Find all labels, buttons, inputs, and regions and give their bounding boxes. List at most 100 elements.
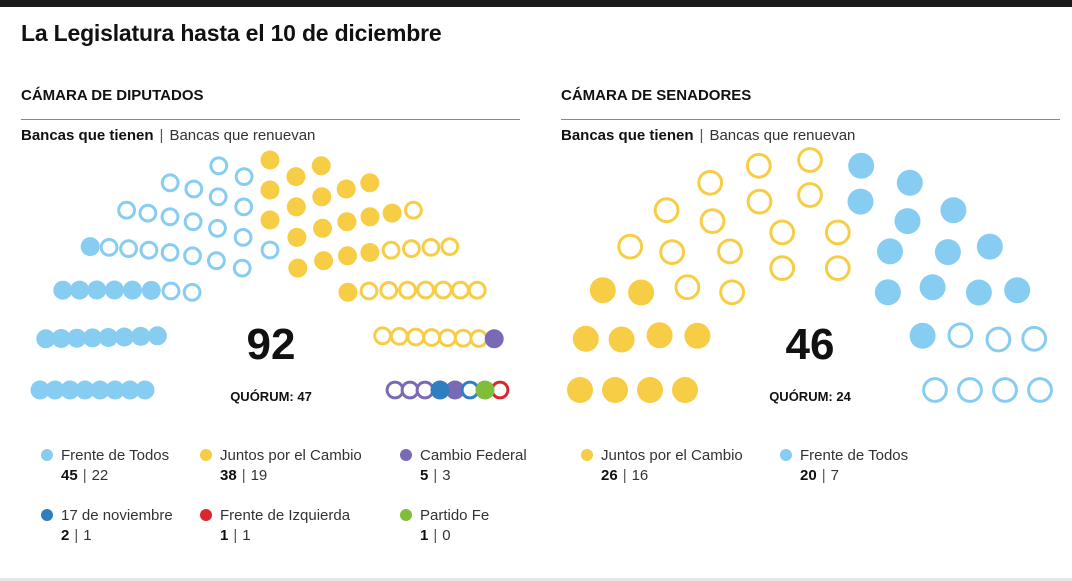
diputados-seat-frente-de-todos: [105, 380, 125, 400]
legend-cambio-federal: Cambio Federal 5 | 3: [400, 447, 527, 484]
diputados-seat-juntos-por-el-cambio: [337, 212, 357, 232]
diputados-seat-frente-de-todos-renew: [233, 228, 253, 247]
legend-sep: |: [74, 527, 79, 544]
diputados-seat-cambio-federal: [445, 380, 465, 400]
diputados-seat-juntos-por-el-cambio: [286, 197, 306, 217]
diputados-seat-juntos-por-el-cambio: [260, 150, 280, 170]
diputados-seat-juntos-por-el-cambio-renew: [359, 281, 379, 301]
diputados-seat-frente-de-todos: [36, 329, 56, 349]
senadores-seat-juntos-por-el-cambio-renew: [659, 239, 685, 266]
legend-label: Frente de Todos: [61, 447, 170, 464]
bottom-border: [0, 578, 1072, 581]
diputados-seat-juntos-por-el-cambio: [312, 187, 332, 207]
legend-seats: 20: [800, 467, 817, 484]
diputados-seat-frente-de-todos: [87, 280, 107, 300]
senadores-seat-juntos-por-el-cambio-renew: [769, 255, 796, 282]
diputados-seat-juntos-por-el-cambio: [382, 203, 402, 223]
legend-seats: 5: [420, 467, 429, 484]
diputados-seat-juntos-por-el-cambio-renew: [402, 239, 421, 259]
diputados-seat-juntos-por-el-cambio: [360, 173, 380, 193]
diputados-seat-cambio-federal: [484, 329, 504, 349]
senadores-seat-juntos-por-el-cambio-renew: [769, 219, 796, 246]
subheader-have: Bancas que tienen: [561, 127, 694, 144]
subheader-renew: Bancas que renuevan: [169, 127, 316, 144]
diputados-seat-frente-de-todos: [104, 280, 124, 300]
diputados-seat-frente-de-todos-renew: [182, 282, 202, 302]
senadores-seat-juntos-por-el-cambio-renew: [745, 152, 772, 179]
senadores-total: 46: [785, 320, 835, 369]
legend-frente-de-todos: Frente de Todos 45 | 22: [41, 447, 169, 484]
diputados-seat-frente-de-todos: [90, 380, 110, 400]
senadores-seat-juntos-por-el-cambio: [628, 279, 655, 306]
legend-sep: |: [821, 467, 826, 484]
senadores-seat-frente-de-todos: [965, 279, 992, 306]
diputados-seat-frente-de-todos: [120, 380, 140, 400]
diputados-seat-juntos-por-el-cambio-renew: [389, 327, 409, 346]
diputados-subheader: Bancas que tienen | Bancas que renuevan: [21, 127, 315, 144]
diputados-seat-frente-de-todos: [114, 327, 134, 347]
diputados-seat-juntos-por-el-cambio: [360, 207, 380, 227]
senadores-seat-frente-de-todos: [940, 197, 967, 224]
diputados-seat-frente-de-todos-renew: [208, 218, 227, 238]
diputados-seat-partido-fe: [475, 380, 495, 400]
diputados-seat-17-de-noviembre: [430, 380, 450, 400]
subheader-sep: |: [699, 127, 704, 144]
senadores-seat-frente-de-todos: [934, 239, 961, 266]
diputados-seat-juntos-por-el-cambio: [311, 156, 331, 176]
legend-renew: 22: [91, 467, 109, 484]
diputados-seat-juntos-por-el-cambio: [288, 258, 308, 278]
senadores-seat-juntos-por-el-cambio-renew: [824, 219, 851, 246]
diputados-seat-frente-de-todos-renew: [161, 281, 181, 301]
legend-renew: 0: [442, 527, 451, 544]
diputados-seat-juntos-por-el-cambio: [313, 218, 332, 238]
diputados-divider: [21, 119, 520, 120]
diputados-seat-frente-de-todos-renew: [160, 173, 180, 193]
diputados-seat-frente-de-todos-renew: [209, 156, 229, 176]
senadores-seat-juntos-por-el-cambio: [672, 377, 698, 403]
diputados-seat-juntos-por-el-cambio: [336, 179, 356, 199]
diputados-seat-frente-de-todos: [98, 328, 118, 347]
senadores-seat-juntos-por-el-cambio: [572, 325, 599, 352]
diputados-seat-frente-de-todos-renew: [183, 212, 203, 232]
diputados-title: CÁMARA DE DIPUTADOS: [21, 87, 204, 104]
diputados-seat-juntos-por-el-cambio: [286, 167, 306, 187]
diputados-seat-frente-de-todos: [131, 326, 151, 346]
diputados-seat-frente-de-todos-renew: [184, 179, 204, 199]
senadores-seat-frente-de-todos: [976, 233, 1003, 260]
diputados-quorum: QUÓRUM: 47: [230, 389, 312, 404]
senadores-seat-juntos-por-el-cambio-renew: [699, 208, 726, 235]
legend-label: Frente de Izquierda: [220, 507, 351, 524]
diputados-seat-juntos-por-el-cambio: [287, 227, 307, 247]
legend-17-de-noviembre: 17 de noviembre 2 | 1: [41, 507, 173, 544]
senadores-seat-juntos-por-el-cambio-renew: [824, 255, 851, 282]
diputados-seat-frente-de-todos: [70, 280, 90, 300]
legend-renew: 16: [631, 467, 649, 484]
senadores-seat-juntos-por-el-cambio-renew: [797, 147, 823, 173]
senadores-seat-juntos-por-el-cambio-renew: [617, 233, 644, 260]
senadores-seat-juntos-por-el-cambio-renew: [674, 274, 701, 301]
diputados-seat-juntos-por-el-cambio-renew: [469, 329, 489, 348]
diputados-seat-frente-de-todos: [60, 380, 80, 400]
legend-seats: 1: [420, 527, 429, 544]
senadores-seat-frente-de-todos: [1004, 277, 1031, 304]
legend-sep: |: [433, 527, 438, 544]
diputados-seat-frente-de-todos: [135, 380, 155, 400]
senadores-seat-frente-de-todos: [894, 208, 921, 235]
diputados-seat-juntos-por-el-cambio: [338, 282, 358, 302]
legend-seats: 26: [601, 467, 618, 484]
legend-sep: |: [82, 467, 87, 484]
legend-renew: 3: [442, 467, 451, 484]
diputados-seat-frente-de-todos-renew: [119, 239, 139, 259]
legend-renew: 7: [830, 467, 839, 484]
legend-partido-fe: Partido Fe 1 | 0: [400, 507, 489, 544]
diputados-seat-frente-de-todos: [123, 280, 142, 300]
senadores-seat-juntos-por-el-cambio-renew: [746, 188, 773, 215]
legend-seats: 45: [61, 467, 78, 484]
legend-sen-juntos-por-el-cambio: Juntos por el Cambio 26 | 16: [581, 447, 743, 484]
top-bar: [0, 0, 1072, 7]
page-title: La Legislatura hasta el 10 de diciembre: [21, 20, 442, 46]
diputados-seat-cambio-federal-renew: [400, 380, 420, 400]
senadores-seat-frente-de-todos: [877, 238, 903, 265]
senadores-seat-frente-de-todos-renew: [1021, 325, 1048, 352]
senadores-title: CÁMARA DE SENADORES: [561, 87, 752, 104]
